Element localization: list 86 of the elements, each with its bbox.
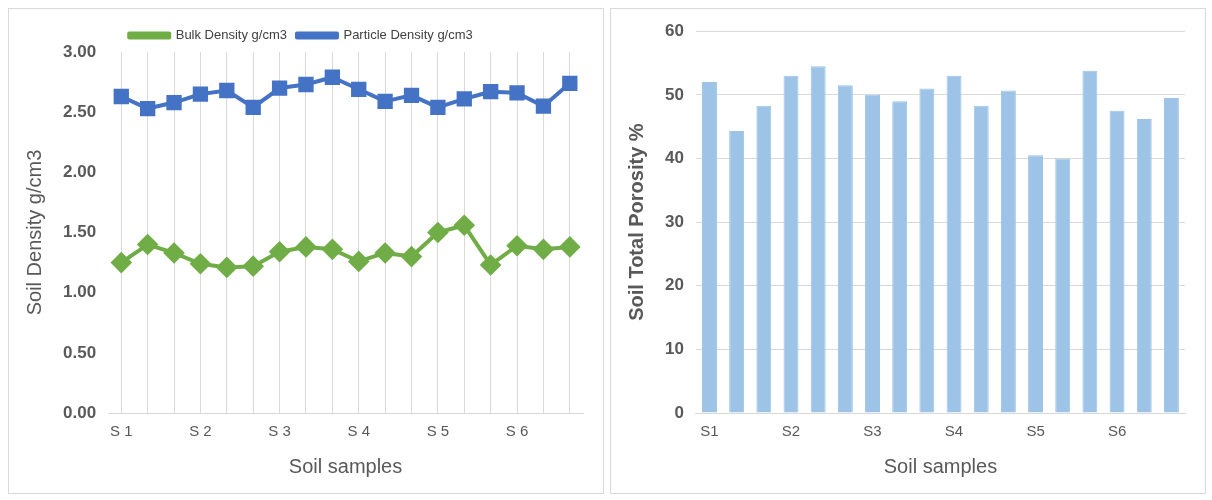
y-tick-label: 3.00: [62, 41, 97, 61]
y-tick-label: 2.00: [62, 162, 97, 182]
point: [559, 236, 580, 257]
bar: [1082, 70, 1098, 413]
point: [190, 253, 211, 274]
point: [454, 215, 475, 236]
point: [111, 252, 132, 273]
point: [562, 75, 578, 91]
y-tick-label: 50: [664, 84, 684, 104]
y-axis-title: Soil Density g/cm3: [22, 149, 45, 316]
y-tick-label: 10: [664, 339, 684, 359]
point: [219, 82, 235, 99]
x-tick-label: S4: [944, 422, 964, 440]
x-tick-label: S 5: [426, 422, 450, 440]
x-tick-label: S 6: [505, 422, 529, 440]
bar: [1163, 98, 1179, 413]
point: [483, 84, 499, 100]
point: [348, 251, 369, 272]
bar: [919, 88, 935, 413]
point: [166, 94, 182, 111]
x-tick-label: S 1: [110, 422, 133, 440]
y-tick-label: 60: [664, 20, 684, 40]
point: [269, 241, 290, 262]
legend-label: Particle Density g/cm3: [343, 27, 473, 43]
x-tick-label: S3: [863, 422, 882, 440]
point: [403, 87, 420, 103]
point: [375, 242, 396, 263]
point: [480, 254, 501, 275]
y-tick-label: 2.50: [62, 101, 97, 121]
point: [324, 69, 341, 85]
point: [216, 257, 237, 278]
bar: [973, 105, 989, 413]
bar: [702, 82, 717, 413]
bar: [1136, 119, 1152, 413]
x-tick-label: S 2: [189, 422, 212, 440]
bar: [756, 105, 772, 413]
bar: [1109, 110, 1125, 413]
x-tick-label: S6: [1107, 422, 1127, 440]
legend-label: Bulk Density g/cm3: [175, 27, 287, 43]
y-tick-label: 40: [664, 148, 684, 168]
y-tick-label: 1.50: [62, 222, 97, 242]
bar: [729, 131, 745, 413]
bar: [810, 66, 826, 413]
x-axis-title: Soil samples: [288, 454, 403, 477]
point: [430, 99, 446, 116]
y-tick-label: 30: [664, 211, 684, 231]
point: [351, 81, 367, 97]
point: [401, 246, 422, 267]
y-tick-label: 1.00: [62, 282, 97, 302]
point: [164, 242, 185, 263]
bar: [946, 75, 962, 413]
y-tick-label: 0.00: [62, 402, 97, 422]
bar: [865, 94, 880, 413]
point: [113, 88, 129, 105]
point: [140, 100, 156, 117]
point: [507, 235, 528, 256]
point: [509, 85, 525, 101]
point: [533, 239, 554, 260]
point: [427, 222, 448, 243]
bar: [1000, 90, 1016, 413]
point: [322, 239, 343, 260]
y-axis-title: Soil Total Porosity %: [624, 123, 647, 321]
point: [245, 99, 261, 116]
x-tick-label: S2: [781, 422, 801, 440]
bar: [837, 85, 853, 413]
bar: [1028, 155, 1044, 413]
point: [535, 98, 552, 114]
x-tick-label: S 4: [347, 422, 370, 440]
bar: [892, 101, 908, 413]
point: [137, 234, 158, 255]
y-tick-label: 0: [674, 402, 684, 422]
x-axis-title: Soil samples: [883, 454, 998, 477]
point: [298, 76, 314, 93]
bar: [783, 75, 799, 413]
x-tick-label: S5: [1026, 422, 1045, 440]
point: [377, 93, 393, 109]
point: [243, 256, 264, 277]
y-tick-label: 0.50: [62, 342, 97, 362]
x-tick-label: S1: [700, 422, 719, 440]
y-tick-label: 20: [664, 275, 684, 295]
point: [192, 86, 209, 102]
point: [456, 91, 472, 107]
bar: [1055, 158, 1071, 413]
x-tick-label: S 3: [268, 422, 291, 440]
point: [271, 80, 288, 96]
point: [295, 236, 316, 257]
